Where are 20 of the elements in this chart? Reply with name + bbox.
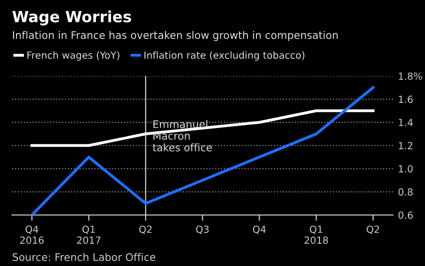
x-tick-label: Q2 — [139, 226, 152, 234]
chart-subtitle: Inflation in France has overtaken slow growth in compensation — [13, 30, 338, 42]
x-tick-label: Q4 2016 — [20, 226, 44, 244]
x-tick-label: Q1 2017 — [77, 226, 100, 244]
y-tick-label: 0.6 — [398, 211, 413, 219]
x-tick-label: Q4 — [252, 226, 266, 234]
x-tick-label: Q2 — [366, 226, 380, 234]
legend-label: Inflation rate (excluding tobacco) — [144, 51, 304, 61]
y-tick-label: 1.0 — [398, 165, 413, 172]
x-tick-label: Q1 2018 — [304, 226, 328, 244]
legend-label: French wages (YoY) — [27, 51, 120, 61]
source-note: Source: French Labor Office — [12, 252, 156, 262]
y-tick-label: 0.8 — [398, 188, 413, 196]
y-tick-label: 1.4 — [398, 118, 413, 126]
y-tick-label: 1.8% — [398, 72, 422, 80]
chart-title: Wage Worries — [12, 10, 132, 26]
y-tick-label: 1.6 — [398, 96, 413, 103]
x-tick-label: Q3 — [196, 226, 209, 234]
ref-line-label: Emmanuel Macron takes office — [152, 120, 212, 152]
y-tick-label: 1.2 — [398, 142, 412, 150]
